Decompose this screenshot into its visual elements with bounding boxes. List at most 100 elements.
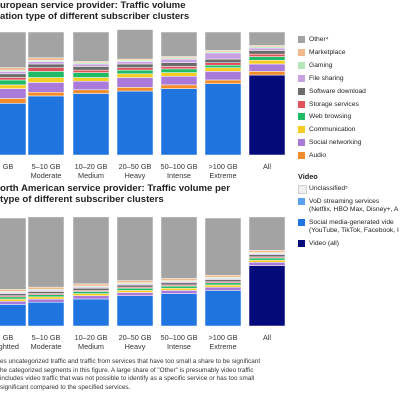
legend-label-line: (Netflix, HBO Max, Disney+, A <box>309 206 399 213</box>
bar-segment-software_download <box>160 282 198 286</box>
bar-segment-web_browsing <box>27 71 65 78</box>
category-label-line: All <box>262 333 272 342</box>
category-label-line: Extreme <box>209 341 237 351</box>
legend-swatch <box>298 100 305 108</box>
legend-video-heading: Video <box>298 172 318 181</box>
bar-segment-social_networking <box>72 295 110 300</box>
category-label: GB <box>0 162 27 172</box>
legend-label: Social networking <box>309 139 361 147</box>
bar-segment-social_networking <box>27 82 65 93</box>
legend-swatch <box>298 240 305 247</box>
bar-segment-social_video <box>204 290 242 327</box>
legend-swatch <box>298 87 305 95</box>
bar-segment-other <box>248 216 286 251</box>
footnote-line: includes video traffic that was not poss… <box>0 375 255 382</box>
bar-segment-web_browsing <box>248 56 286 61</box>
category-label: 5–10 GB Moderate <box>27 333 65 351</box>
legend-label-line: Software download <box>309 87 366 95</box>
footnote-line: he categorized segments in this figure. … <box>0 366 254 374</box>
bar-segment-social_networking <box>204 286 242 291</box>
footnote-line: significant compared to the specified se… <box>0 383 131 391</box>
bar-segment-web_browsing <box>204 282 242 286</box>
legend-swatch <box>298 219 305 226</box>
category-label-line: All <box>262 162 272 171</box>
bar-segment-web_browsing <box>248 257 286 261</box>
category-label-line: Extreme <box>209 170 237 180</box>
bar-segment-web_browsing <box>160 68 198 73</box>
bar-segment-communication <box>72 77 110 82</box>
category-label-line: Heavy <box>124 170 146 180</box>
legend-label-line: Web browsing <box>309 113 352 121</box>
bar-segment-other <box>116 29 154 60</box>
bar-segment-audio <box>72 89 110 94</box>
legend-label: Communication <box>309 126 355 134</box>
bar-segment-web_browsing <box>160 285 198 289</box>
bar-segment-social_networking <box>204 71 242 81</box>
bar-segment-software_download <box>248 50 286 55</box>
bar-segment-social_video <box>72 298 110 327</box>
chart2-title: orth American service provider: Traffic … <box>0 183 230 205</box>
bar-segment-social_video <box>72 93 110 156</box>
category-label: >100 GB Extreme <box>204 333 242 351</box>
bar-segment-other <box>248 31 286 46</box>
bar-segment-social_networking <box>116 292 154 297</box>
category-label: 10–20 GB Medium <box>72 162 110 180</box>
category-label: 20–50 GB Heavy <box>116 162 154 180</box>
category-label-line: 20–50 GB <box>118 162 152 171</box>
category-label: >100 GB Extreme <box>204 162 242 180</box>
bar-segment-audio <box>160 84 198 89</box>
bar-segment-communication <box>27 77 65 83</box>
bar-segment-social_networking <box>160 76 198 86</box>
bar-segment-social_networking <box>72 80 110 91</box>
bar-segment-communication <box>160 287 198 291</box>
bar-segment-social_networking <box>0 88 27 99</box>
bar-segment-social_networking <box>116 77 154 88</box>
legend-label: Audio <box>309 152 326 160</box>
bar-segment-software_download <box>116 284 154 288</box>
category-label-line: GB <box>2 333 14 342</box>
legend-swatch <box>298 152 305 160</box>
bar-segment-file_sharing <box>116 61 154 65</box>
bar-segment-social_networking <box>248 262 286 266</box>
bar-segment-storage <box>116 67 154 71</box>
bar-segment-marketplace <box>248 250 286 253</box>
bar-segment-social_video <box>160 293 198 327</box>
bar-segment-communication <box>248 60 286 65</box>
bar-segment-file_sharing <box>204 52 242 60</box>
bar-segment-social_video <box>160 88 198 156</box>
category-label-line: 10–20 GB <box>74 333 108 342</box>
category-label-line: 5–10 GB <box>31 162 61 171</box>
legend-swatch <box>298 139 305 147</box>
bar-segment-storage <box>160 66 198 70</box>
legend-label-line: Gaming <box>309 61 333 69</box>
bar-segment-social_video <box>204 83 242 156</box>
legend-swatch <box>298 185 307 194</box>
bar-segment-audio <box>116 87 154 92</box>
category-label-line: Moderate <box>30 170 62 180</box>
bar-segment-marketplace <box>160 278 198 281</box>
legend-label-line: (YouTube, TikTok, Facebook, I <box>309 227 399 234</box>
legend-label-line: Other⁴ <box>309 36 329 43</box>
bar-segment-file_sharing <box>160 58 198 63</box>
bar-segment-communication <box>0 298 27 302</box>
bar-segment-other <box>27 31 65 59</box>
category-label: All <box>248 162 286 172</box>
category-label-line: GB <box>2 162 14 171</box>
bar-segment-communication <box>0 84 27 89</box>
bar-segment-social_video <box>116 295 154 327</box>
category-label: GBightted <box>0 333 27 351</box>
category-label-line: Moderate <box>30 341 62 351</box>
category-label-line: >100 GB <box>208 333 238 342</box>
bar-segment-software_download <box>204 279 242 282</box>
bar-segment-storage <box>204 62 242 66</box>
bar-segment-software_download <box>72 66 110 71</box>
legend-label: Social media-generated vide (YouTube, Tik… <box>309 219 399 235</box>
bar-segment-other <box>204 217 242 276</box>
bar-segment-marketplace <box>27 57 65 61</box>
legend-swatch <box>298 126 305 134</box>
bar-segment-audio <box>248 71 286 76</box>
legend-label-line: Social media-generated vide <box>309 219 394 226</box>
legend-label-line: Marketplace <box>309 48 346 56</box>
chart1-title: uropean service provider: Traffic volume… <box>0 0 189 22</box>
bar-segment-communication <box>72 293 110 297</box>
